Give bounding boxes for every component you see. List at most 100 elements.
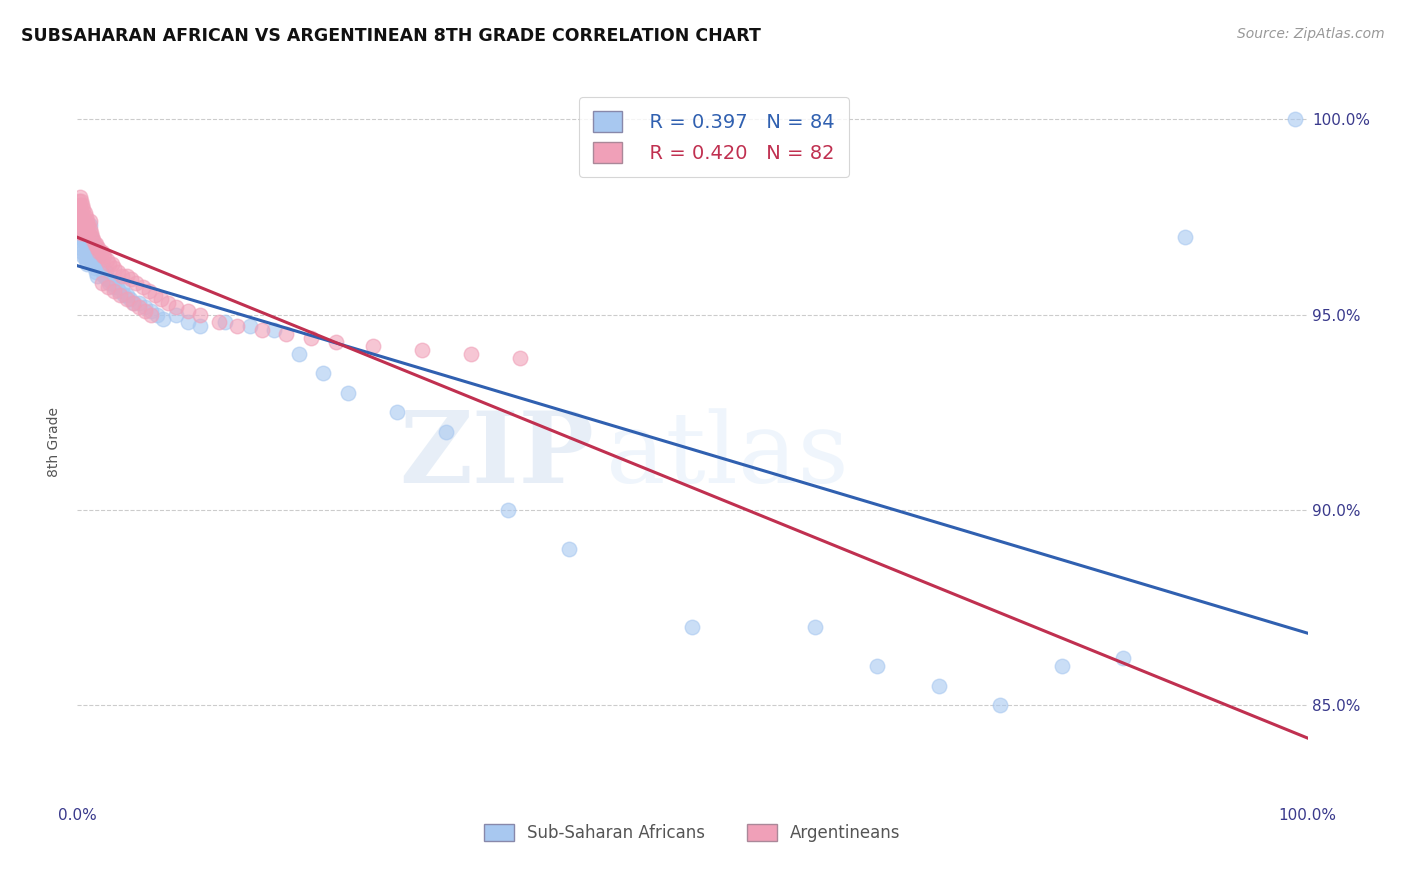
Point — [337, 385, 360, 400]
Point — [86, 268, 108, 283]
Point — [75, 210, 97, 224]
Point — [76, 221, 98, 235]
Point — [103, 284, 125, 298]
Point — [226, 319, 249, 334]
Point — [73, 214, 96, 228]
Point — [69, 214, 91, 228]
Point — [87, 252, 110, 267]
Point — [325, 334, 347, 349]
Point — [98, 277, 121, 291]
Point — [82, 252, 104, 267]
Point — [125, 277, 148, 291]
Point — [79, 234, 101, 248]
Point — [1050, 659, 1073, 673]
Point — [1112, 651, 1135, 665]
Point — [112, 288, 135, 302]
Point — [76, 257, 98, 271]
Point — [90, 245, 114, 260]
Point — [75, 252, 97, 267]
Point — [682, 620, 704, 634]
Point — [70, 221, 93, 235]
Point — [111, 280, 132, 294]
Point — [177, 303, 200, 318]
Point — [115, 292, 138, 306]
Point — [69, 190, 91, 204]
Point — [214, 315, 236, 329]
Point — [79, 214, 101, 228]
Point — [121, 272, 143, 286]
Point — [866, 659, 889, 673]
Point — [69, 237, 91, 252]
Point — [188, 319, 212, 334]
Point — [70, 210, 93, 224]
Point — [115, 288, 138, 302]
Point — [76, 214, 98, 228]
Point — [121, 296, 143, 310]
Point — [77, 226, 100, 240]
Point — [239, 319, 262, 334]
Point — [69, 221, 91, 235]
Point — [70, 214, 93, 228]
Point — [67, 210, 90, 224]
Text: SUBSAHARAN AFRICAN VS ARGENTINEAN 8TH GRADE CORRELATION CHART: SUBSAHARAN AFRICAN VS ARGENTINEAN 8TH GR… — [21, 27, 761, 45]
Point — [70, 206, 93, 220]
Point — [80, 229, 103, 244]
Point — [115, 268, 138, 283]
Point — [70, 202, 93, 216]
Point — [134, 300, 156, 314]
Point — [208, 315, 231, 329]
Point — [76, 226, 98, 240]
Point — [73, 221, 96, 235]
Point — [79, 221, 101, 235]
Point — [73, 206, 96, 220]
Point — [411, 343, 433, 357]
Point — [122, 296, 145, 310]
Point — [77, 229, 100, 244]
Point — [90, 260, 112, 275]
Point — [90, 277, 114, 291]
Point — [276, 327, 298, 342]
Point — [73, 249, 96, 263]
Point — [90, 245, 112, 260]
Point — [82, 229, 104, 244]
Point — [70, 198, 93, 212]
Point — [141, 303, 163, 318]
Point — [79, 218, 101, 232]
Point — [91, 265, 114, 279]
Point — [496, 503, 519, 517]
Text: atlas: atlas — [606, 409, 849, 504]
Point — [70, 226, 93, 240]
Point — [72, 210, 94, 224]
Point — [67, 194, 90, 209]
Point — [83, 260, 105, 275]
Text: Source: ZipAtlas.com: Source: ZipAtlas.com — [1237, 27, 1385, 41]
Point — [152, 311, 174, 326]
Point — [69, 198, 91, 212]
Point — [75, 237, 97, 252]
Point — [107, 265, 129, 279]
Point — [87, 241, 110, 255]
Point — [79, 252, 101, 267]
Point — [70, 229, 93, 244]
Point — [150, 292, 173, 306]
Point — [157, 296, 180, 310]
Point — [97, 280, 120, 294]
Point — [96, 252, 118, 267]
Point — [86, 241, 108, 255]
Point — [96, 272, 118, 286]
Point — [460, 346, 482, 360]
Point — [299, 331, 322, 345]
Point — [101, 257, 124, 271]
Point — [82, 237, 104, 252]
Point — [84, 245, 107, 260]
Point — [75, 218, 97, 232]
Point — [128, 296, 150, 310]
Point — [67, 218, 90, 232]
Legend: Sub-Saharan Africans, Argentineans: Sub-Saharan Africans, Argentineans — [478, 817, 907, 848]
Point — [73, 218, 96, 232]
Point — [91, 249, 114, 263]
Point — [84, 265, 107, 279]
Point — [141, 308, 163, 322]
Point — [72, 218, 94, 232]
Point — [263, 323, 285, 337]
